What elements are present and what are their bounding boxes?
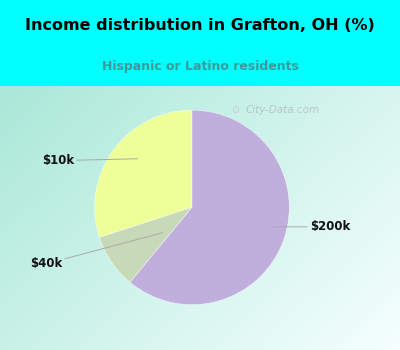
Text: $10k: $10k bbox=[42, 154, 138, 167]
Wedge shape bbox=[95, 110, 192, 237]
Text: City-Data.com: City-Data.com bbox=[246, 105, 320, 115]
Wedge shape bbox=[100, 207, 192, 282]
Text: $40k: $40k bbox=[30, 233, 163, 270]
Text: Income distribution in Grafton, OH (%): Income distribution in Grafton, OH (%) bbox=[25, 18, 375, 33]
Wedge shape bbox=[130, 110, 289, 304]
Text: ⊙: ⊙ bbox=[231, 105, 239, 115]
Text: $200k: $200k bbox=[272, 220, 350, 233]
Text: Hispanic or Latino residents: Hispanic or Latino residents bbox=[102, 61, 298, 74]
